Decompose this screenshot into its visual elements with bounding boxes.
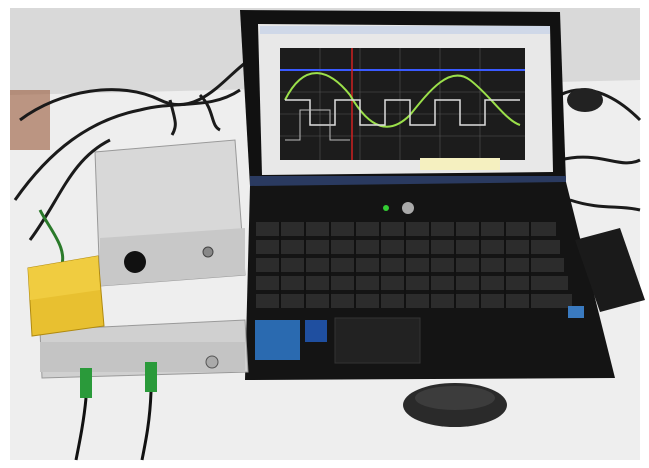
cable-coil [567,88,603,112]
dialog [420,158,500,170]
power-button [402,202,414,214]
sticker [568,306,584,318]
keyboard [256,222,572,308]
connector [203,247,213,257]
page [0,0,649,468]
mouse-highlight [415,386,495,410]
background-object [10,90,50,150]
indicator-led [383,205,389,211]
sticker [305,320,327,342]
oscilloscope-plot [280,48,525,160]
photo [0,0,649,468]
bnc-connector [145,362,157,392]
window-titlebar [260,26,550,34]
touchpad [335,318,420,363]
bnc-connector [80,368,92,398]
bnc-connector [206,356,218,368]
sticker [255,320,300,360]
knob [124,251,146,273]
